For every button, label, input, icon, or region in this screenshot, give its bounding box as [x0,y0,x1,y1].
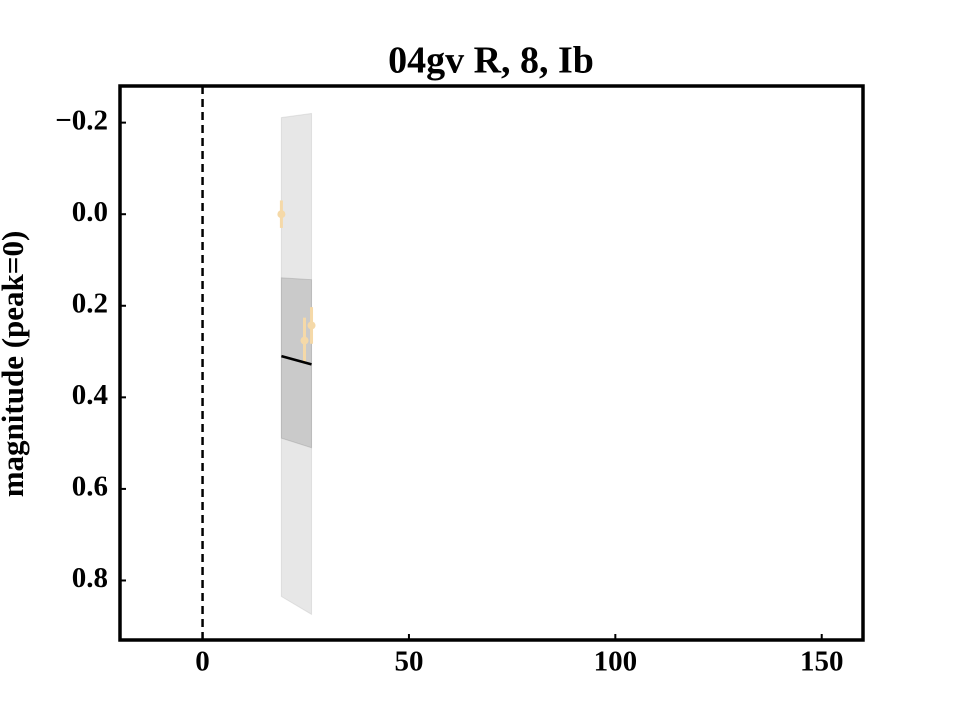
y-tick-label: 0.8 [72,562,108,594]
plot-frame [118,84,865,642]
fit-line [281,354,312,366]
y-tick-label: 0.4 [72,379,108,411]
data-point [300,336,309,345]
y-tick-label: −0.2 [55,104,108,136]
x-tick-label: 100 [594,646,638,678]
x-tick-label: 0 [195,646,210,678]
y-tick-label: 0.0 [72,196,108,228]
band [280,112,313,616]
y-tick-label: 0.2 [72,287,108,319]
x-tick-label: 150 [800,646,844,678]
y-tick-label: 0.6 [72,471,108,503]
y-axis-label: magnitude (peak=0) [0,231,30,498]
chart-title: 04gv R, 8, Ib [388,40,594,82]
data-point [307,321,316,330]
data-point [277,210,286,219]
x-tick-label: 50 [394,646,423,678]
